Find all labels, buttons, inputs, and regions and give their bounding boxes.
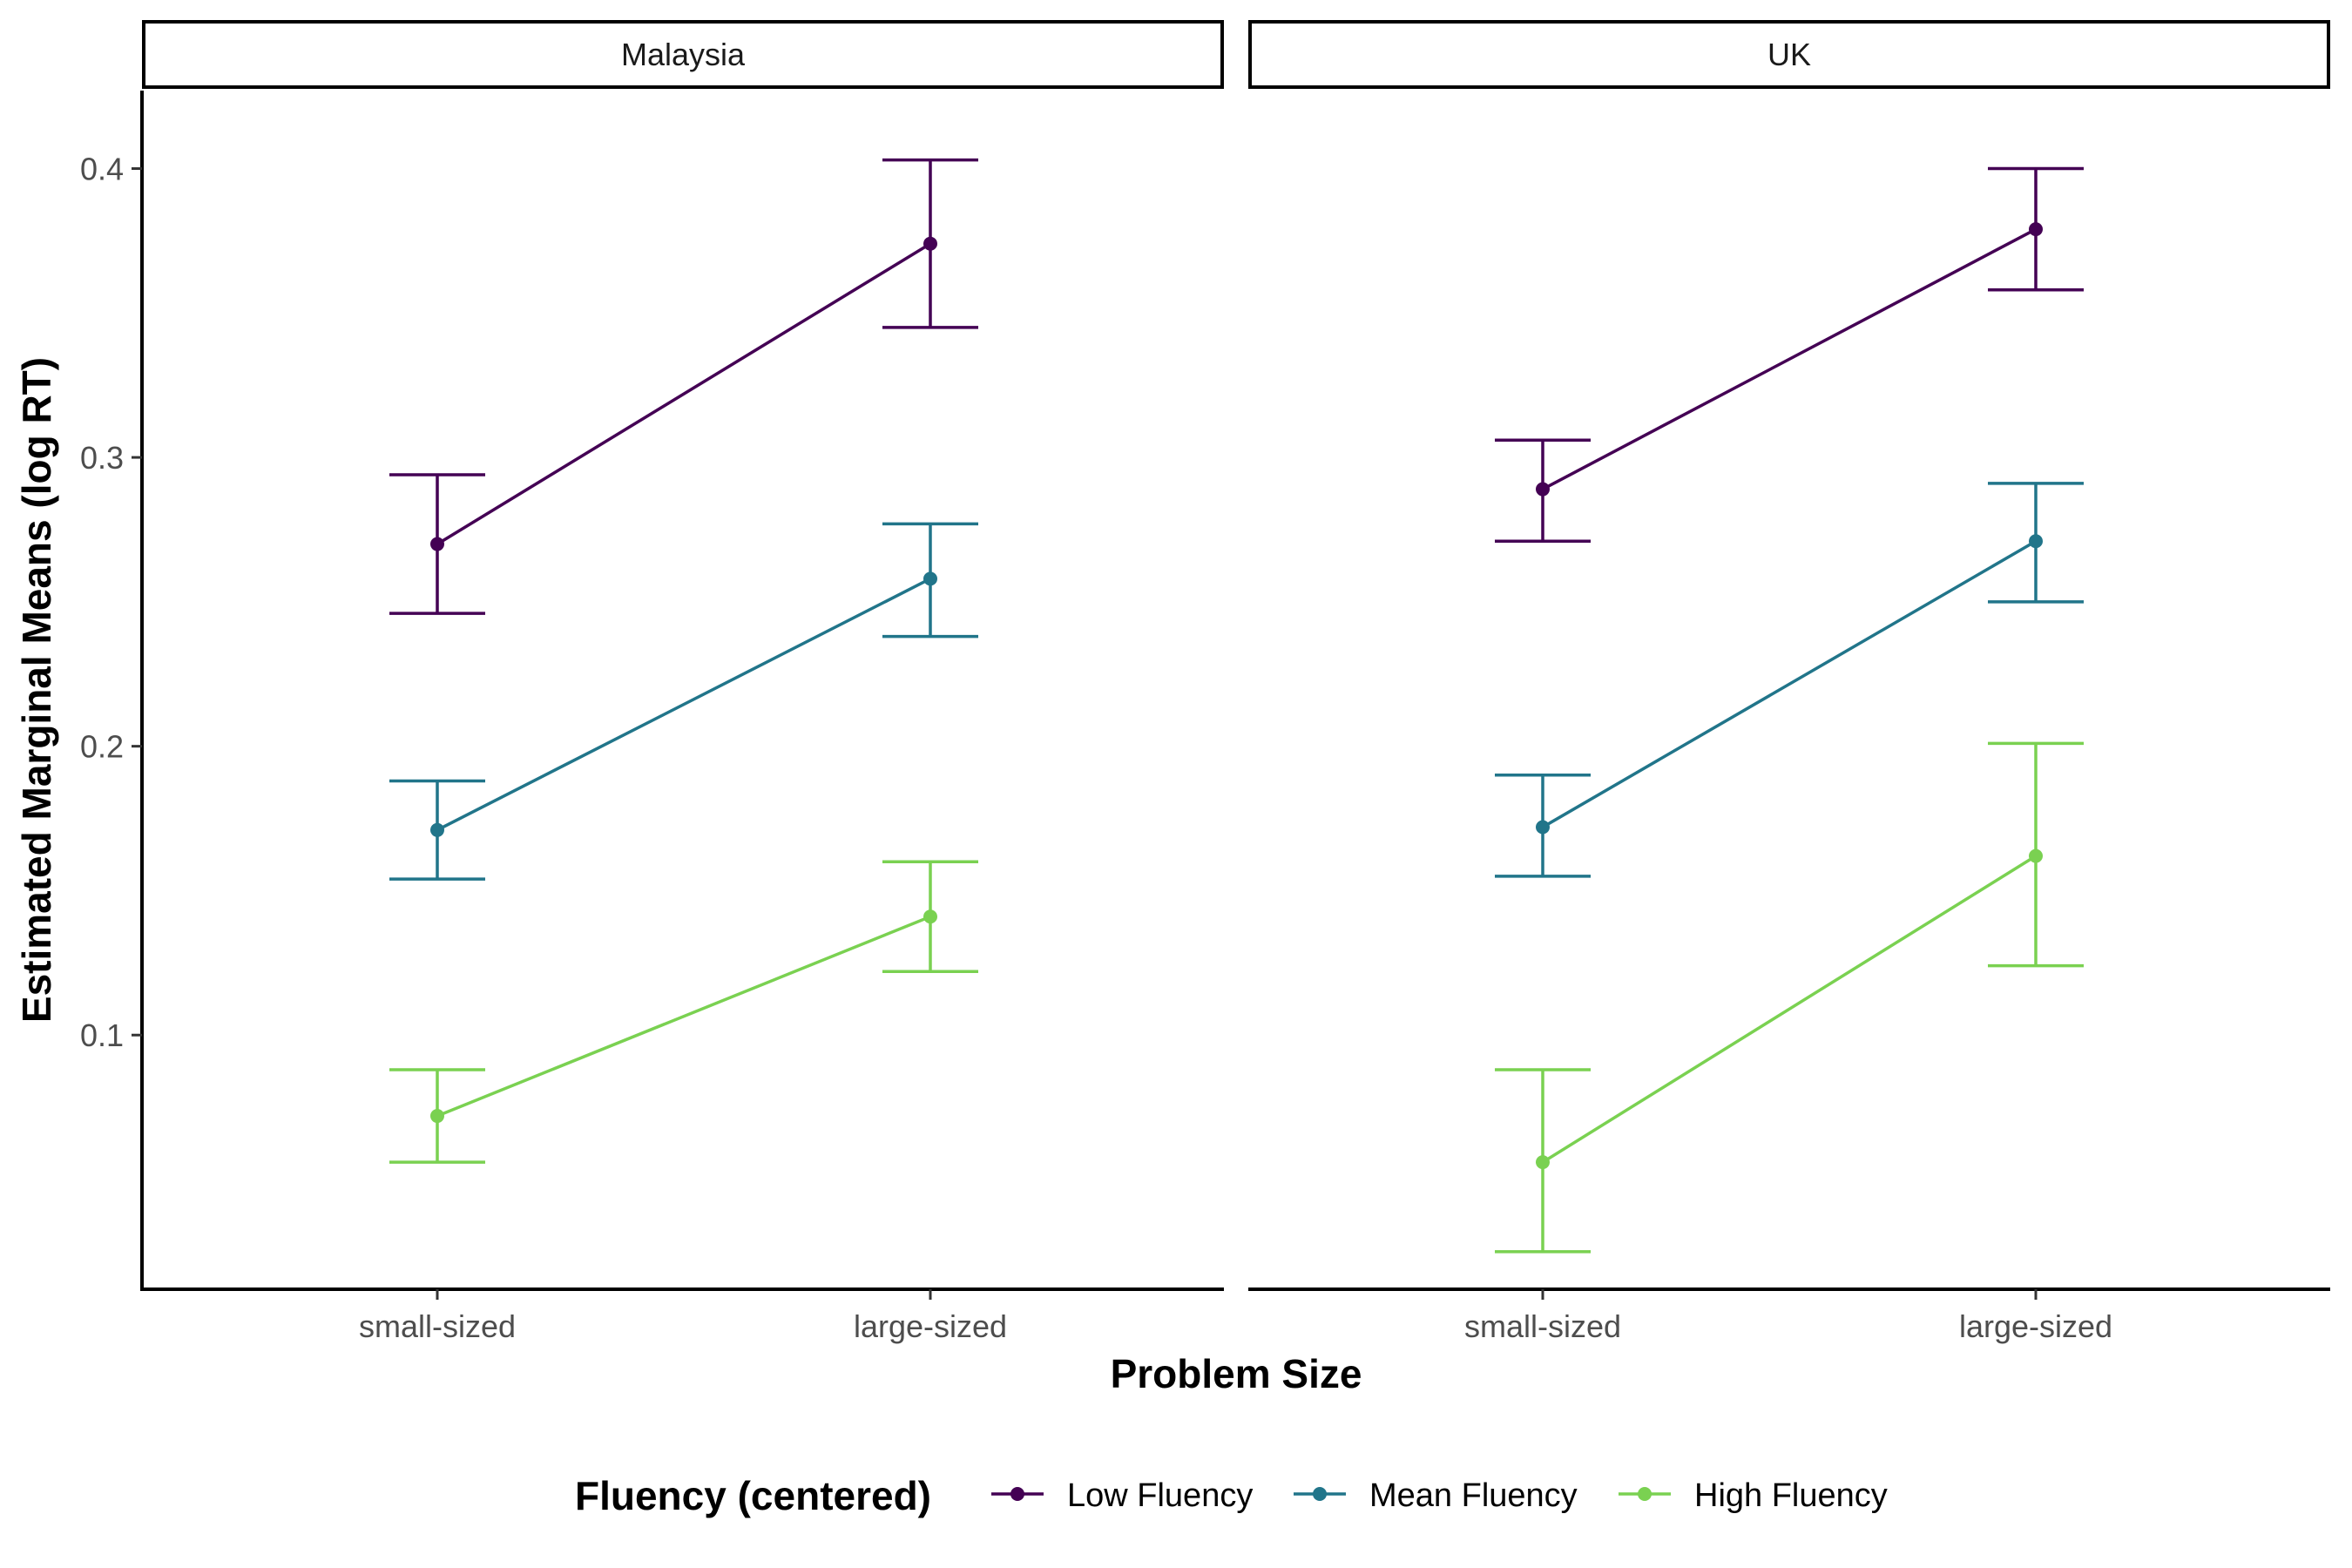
legend-label: Mean Fluency <box>1369 1477 1578 1514</box>
series-line <box>1542 539 2037 829</box>
x-tick-label: small-sized <box>1464 1308 1621 1344</box>
facet-label-malaysia: Malaysia <box>621 37 746 72</box>
y-axis-title: Estimated Marginal Means (log RT) <box>14 357 59 1023</box>
legend-item: Mean Fluency <box>1294 1477 1578 1514</box>
data-point <box>923 236 937 251</box>
y-tick-label: 0.3 <box>80 440 124 476</box>
data-point <box>2029 848 2043 863</box>
data-point <box>923 909 937 924</box>
data-point <box>430 1109 444 1124</box>
series-line <box>1542 855 2037 1164</box>
facet-label-uk: UK <box>1767 37 1811 72</box>
x-tick-label: large-sized <box>854 1308 1007 1344</box>
axes: 0.10.20.30.4 small-sized large-sized small… <box>80 91 2330 1344</box>
series-mean-fluency <box>389 482 2084 881</box>
y-ticks: 0.1 0.2 0.3 0.4 <box>80 152 142 1053</box>
y-tick-label: 0.1 <box>80 1017 124 1053</box>
series-high-fluency <box>389 741 2084 1254</box>
legend-items: Low Fluency Mean Fluency High Fluency <box>991 1477 1888 1514</box>
legend-item: High Fluency <box>1619 1477 1888 1514</box>
legend-label: Low Fluency <box>1067 1477 1253 1514</box>
x-tick-label: large-sized <box>1959 1308 2112 1344</box>
legend-label: High Fluency <box>1694 1477 1888 1514</box>
y-tick-label: 0.2 <box>80 729 124 765</box>
legend-key-point <box>1313 1487 1327 1501</box>
facet-strip-malaysia <box>142 20 1224 89</box>
data-point <box>1536 820 1550 835</box>
series-line <box>436 242 931 546</box>
x-ticks: small-sized large-sized small-sized large-s… <box>359 1289 2112 1344</box>
data-point <box>923 571 937 586</box>
facet-strips: Malaysia UK <box>142 20 2330 89</box>
data-marks <box>389 158 2084 1254</box>
legend-title: Fluency (centered) <box>575 1473 931 1518</box>
facet-strip-uk <box>1248 20 2330 89</box>
x-axis-title: Problem Size <box>1111 1351 1362 1396</box>
series-low-fluency <box>389 158 2084 615</box>
legend-key-point <box>1638 1487 1652 1501</box>
legend-key-point <box>1010 1487 1024 1501</box>
data-point <box>1536 1155 1550 1170</box>
data-point <box>430 822 444 837</box>
data-point <box>2029 222 2043 237</box>
y-tick-label: 0.4 <box>80 152 124 187</box>
series-line <box>1542 227 2037 491</box>
series-line <box>436 577 931 832</box>
data-point <box>430 537 444 551</box>
legend: Fluency (centered) Low Fluency Mean Fluen… <box>575 1473 1888 1518</box>
data-point <box>1536 482 1550 497</box>
data-point <box>2029 534 2043 549</box>
series-line <box>436 915 931 1118</box>
x-tick-label: small-sized <box>359 1308 516 1344</box>
legend-item: Low Fluency <box>991 1477 1253 1514</box>
